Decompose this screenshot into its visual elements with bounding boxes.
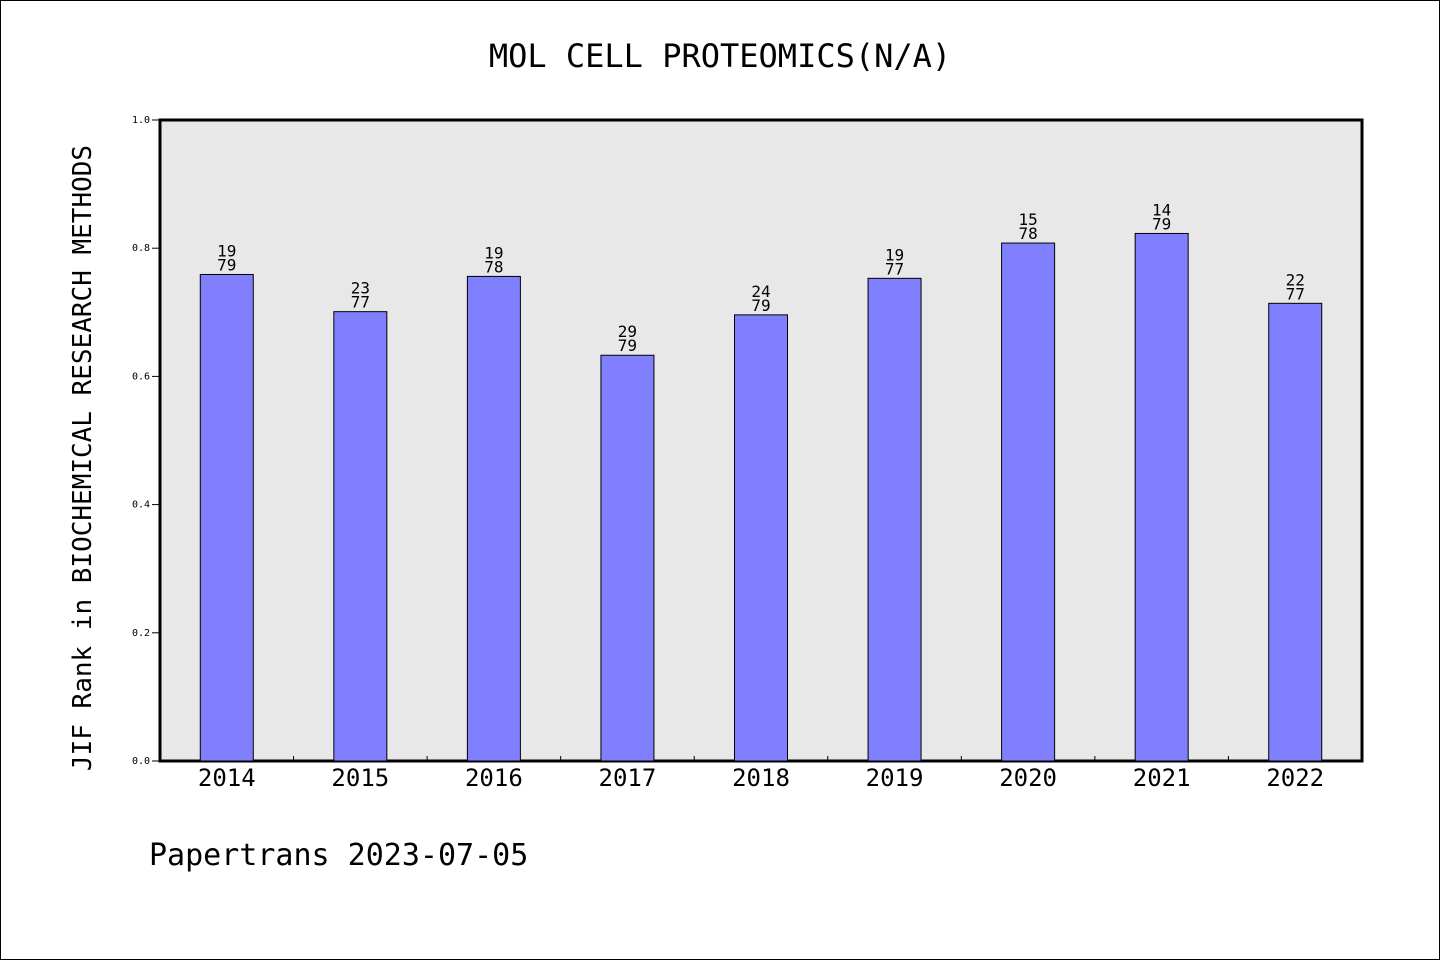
bar-total-label: 78 <box>484 257 503 276</box>
bar <box>199 273 254 762</box>
bar-rank-label: 24 <box>751 282 770 301</box>
bar-rank-label: 19 <box>885 245 904 264</box>
bar <box>1134 232 1189 762</box>
chart-title: MOL CELL PROTEOMICS(N/A) <box>489 37 951 75</box>
x-axis: 2014 2015 2016 2017 2018 2019 2020 2021 2022 <box>198 756 1324 792</box>
bar <box>1268 302 1323 762</box>
bar-total-label: 79 <box>1152 214 1171 233</box>
y-axis: 0.0 0.2 0.4 0.6 0.8 1.0 <box>132 115 160 767</box>
y-axis-label: JIF Rank in BIOCHEMICAL RESEARCH METHODS <box>68 145 98 771</box>
bar-total-label: 78 <box>1018 224 1037 243</box>
x-tick-label: 2015 <box>331 764 389 792</box>
footer-text: Papertrans 2023-07-05 <box>149 838 528 873</box>
bar <box>1001 242 1056 762</box>
bar <box>734 314 788 762</box>
bar-total-label: 79 <box>217 255 236 274</box>
bar <box>600 354 655 762</box>
bar-rank-label: 23 <box>351 279 370 298</box>
x-tick-label: 2018 <box>732 764 790 792</box>
bar-rank-label: 19 <box>484 243 503 262</box>
bar-rank-label: 29 <box>618 322 637 341</box>
bar-rank-label: 14 <box>1152 200 1171 219</box>
x-tick-label: 2019 <box>866 764 924 792</box>
y-tick-label: 0.2 <box>132 628 150 639</box>
bar-total-label: 77 <box>1286 284 1305 303</box>
bar <box>333 311 388 762</box>
bar-rank-label: 19 <box>217 241 236 260</box>
y-tick-label: 0.8 <box>132 243 150 254</box>
x-tick-label: 2014 <box>198 764 256 792</box>
bar <box>867 277 922 762</box>
bar-total-label: 79 <box>751 296 770 315</box>
bars <box>199 232 1323 762</box>
x-tick-label: 2022 <box>1266 764 1324 792</box>
x-tick-label: 2017 <box>599 764 657 792</box>
y-tick-label: 0.0 <box>132 756 150 767</box>
x-tick-label: 2016 <box>465 764 523 792</box>
bar-rank-label: 22 <box>1286 270 1305 289</box>
y-tick-label: 0.6 <box>132 371 150 382</box>
y-tick-label: 0.4 <box>132 500 150 511</box>
y-tick-label: 1.0 <box>132 115 150 126</box>
bar <box>466 275 521 762</box>
x-tick-label: 2021 <box>1133 764 1191 792</box>
bar-total-label: 77 <box>351 293 370 312</box>
bar-total-label: 79 <box>618 336 637 355</box>
x-tick-label: 2020 <box>999 764 1057 792</box>
bar-total-label: 77 <box>885 259 904 278</box>
bar-rank-label: 15 <box>1018 210 1037 229</box>
